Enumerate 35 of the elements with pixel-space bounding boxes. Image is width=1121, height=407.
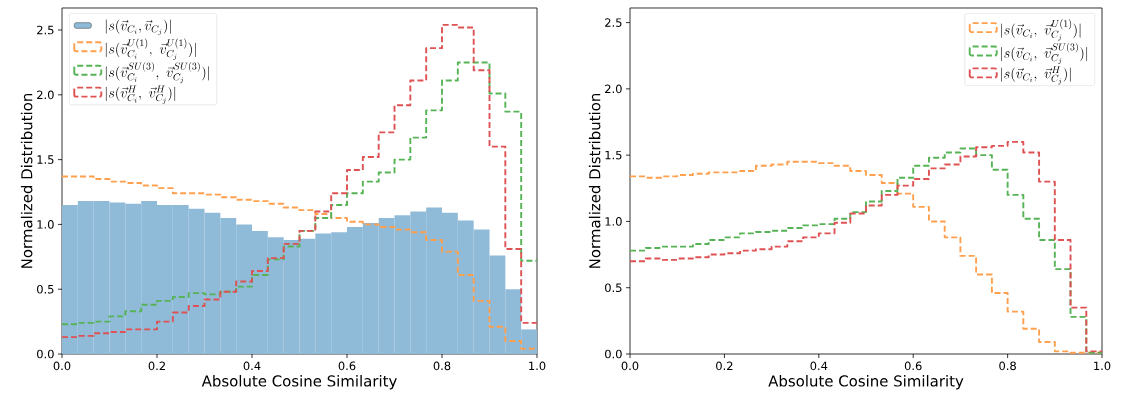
y-tick-label: 2.0 bbox=[37, 90, 54, 100]
y-tick-label: 0.0 bbox=[605, 349, 622, 359]
y-tick-label: 2.0 bbox=[605, 84, 622, 94]
y-tick-label: 1.0 bbox=[37, 220, 54, 229]
x-tick-label: 0.4 bbox=[243, 361, 261, 371]
x-tick-label: 1.0 bbox=[1094, 361, 1111, 371]
y-tick-label: 0.5 bbox=[37, 284, 54, 294]
x-tick-label: 1.0 bbox=[529, 361, 546, 371]
x-tick-label: 0.6 bbox=[904, 361, 922, 371]
x-tick-label: 0.0 bbox=[621, 361, 639, 371]
x-tick-label: 0.6 bbox=[338, 361, 356, 371]
y-axis-title: Normalized Distribution bbox=[20, 93, 33, 268]
x-tick-label: 0.4 bbox=[810, 361, 828, 371]
y-axis-title: Normalized Distribution bbox=[588, 93, 601, 268]
y-tick-label: 1.5 bbox=[37, 155, 54, 164]
y-tick-label: 2.5 bbox=[605, 18, 622, 27]
legend-label: $|s(\vec{v}_{C_i}, \vec{v}_{C_j})|$ bbox=[105, 19, 171, 36]
legend-label: $|s(\vec{v}_{C_i}^{H},\ \vec{v}_{C_j}^{H})|$ bbox=[105, 85, 176, 104]
y-tick-label: 0.0 bbox=[37, 349, 54, 359]
y-tick-label: 1.5 bbox=[605, 150, 622, 160]
legend-label: $|s(\vec{v}_{C_i},\ \vec{v}_{C_j}^{H})|$ bbox=[1001, 66, 1071, 85]
x-axis-title: Absolute Cosine Similarity bbox=[201, 375, 397, 390]
y-tick-label: 1.0 bbox=[605, 217, 622, 226]
y-tick-label: 0.5 bbox=[605, 283, 622, 293]
legend-label: $|s(\vec{v}_{C_i}^{SU(3)},\ \vec{v}_{C_j}^{SU(3)})|$ bbox=[105, 61, 209, 84]
legend-label: $|s(\vec{v}_{C_i},\ \vec{v}_{C_j}^{SU(3)})|$ bbox=[1001, 42, 1088, 65]
x-tick-label: 0.8 bbox=[433, 361, 451, 371]
y-tick-label: 2.5 bbox=[37, 25, 54, 35]
x-tick-label: 0.2 bbox=[148, 361, 165, 371]
legend-label: $|s(\vec{v}_{C_i}^{U(1)},\ \vec{v}_{C_j}^{U(1)})|$ bbox=[105, 38, 196, 60]
x-tick-label: 0.0 bbox=[53, 361, 71, 371]
x-axis-title: Absolute Cosine Similarity bbox=[768, 375, 964, 390]
legend-label: $|s(\vec{v}_{C_i},\ \vec{v}_{C_j}^{U(1)})|$ bbox=[1001, 19, 1081, 41]
x-tick-label: 0.8 bbox=[999, 361, 1016, 371]
x-tick-label: 0.2 bbox=[716, 361, 733, 371]
